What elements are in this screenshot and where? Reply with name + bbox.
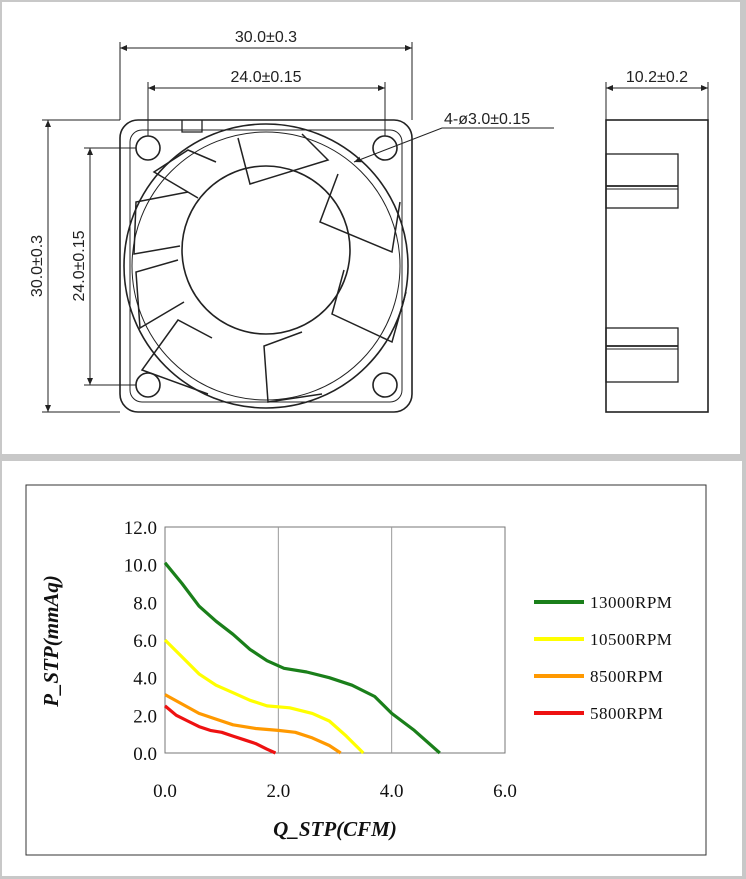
fan-venturi-outer: [123, 123, 409, 409]
series-line-10500rpm: [163, 638, 365, 755]
x-tick-labels: 0.0 2.0 4.0 6.0: [153, 781, 517, 802]
side-view-upper-tab: [605, 153, 679, 209]
legend-label-10500rpm: 10500RPM: [590, 630, 672, 649]
mounting-hole-bottom-right: [372, 372, 398, 398]
front-height-label: 30.0±0.3: [29, 235, 46, 297]
series-line-8500rpm: [164, 693, 342, 755]
mounting-hole-top-left: [135, 135, 161, 161]
y-tick-label: 4.0: [133, 669, 157, 690]
pq-chart: 0.0 2.0 4.0 6.0 0.0 2.0 4.0 6.0 8.0 10.0 12.0 Q_S…: [25, 484, 707, 856]
x-tick-label: 6.0: [493, 781, 517, 802]
holes-label: 4-ø3.0±0.15: [444, 111, 530, 128]
fan-front-view: [119, 119, 413, 413]
mounting-hole-bottom-left: [135, 372, 161, 398]
hole-spacing-v-label: 24.0±0.15: [71, 230, 88, 301]
dimension-lines: [45, 45, 708, 412]
holes-leader-line: [353, 127, 554, 163]
y-axis-title: P_STP(mmAq): [39, 575, 63, 708]
side-view-lower-tab: [605, 327, 679, 383]
series-lines: [163, 561, 441, 755]
side-view-outline: [605, 119, 709, 413]
legend-label-8500rpm: 8500RPM: [590, 667, 663, 686]
y-tick-label: 2.0: [133, 706, 157, 727]
fan-hub: [181, 165, 351, 335]
series-line-5800rpm: [163, 704, 277, 755]
y-tick-label: 10.0: [124, 556, 157, 577]
x-tick-label: 4.0: [380, 781, 404, 802]
depth-label: 10.2±0.2: [626, 69, 688, 86]
x-axis-title: Q_STP(CFM): [273, 817, 397, 841]
fan-side-view: [605, 119, 709, 413]
mounting-hole-top-right: [372, 135, 398, 161]
x-tick-label: 0.0: [153, 781, 177, 802]
pq-chart-panel: 0.0 2.0 4.0 6.0 0.0 2.0 4.0 6.0 8.0 10.0 12.0 Q_S…: [2, 461, 742, 876]
chart-border: [25, 484, 707, 856]
y-tick-label: 6.0: [133, 631, 157, 652]
x-tick-label: 2.0: [266, 781, 290, 802]
y-tick-label: 8.0: [133, 593, 157, 614]
hole-spacing-h-label: 24.0±0.15: [230, 69, 301, 86]
legend-label-5800rpm: 5800RPM: [590, 704, 663, 723]
plot-area: [164, 526, 506, 754]
y-tick-label: 0.0: [133, 744, 157, 765]
series-line-13000rpm: [163, 561, 441, 755]
legend-label-13000rpm: 13000RPM: [590, 593, 672, 612]
dimension-drawing-panel: 30.0±0.3 24.0±0.15 30.0±0.3 24.0±0.15 4-…: [2, 2, 740, 454]
frame-notch: [181, 120, 203, 133]
legend: 13000RPM 10500RPM 8500RPM 5800RPM: [534, 593, 672, 723]
front-width-label: 30.0±0.3: [235, 29, 297, 46]
fan-venturi-inner: [131, 131, 401, 401]
fan-frame-inner: [129, 129, 403, 403]
fan-frame-outline: [119, 119, 413, 413]
y-tick-labels: 0.0 2.0 4.0 6.0 8.0 10.0 12.0: [124, 518, 157, 765]
fan-blades: [133, 133, 407, 403]
y-tick-label: 12.0: [124, 518, 157, 539]
dimension-drawing: 30.0±0.3 24.0±0.15 30.0±0.3 24.0±0.15 4-…: [29, 29, 709, 413]
